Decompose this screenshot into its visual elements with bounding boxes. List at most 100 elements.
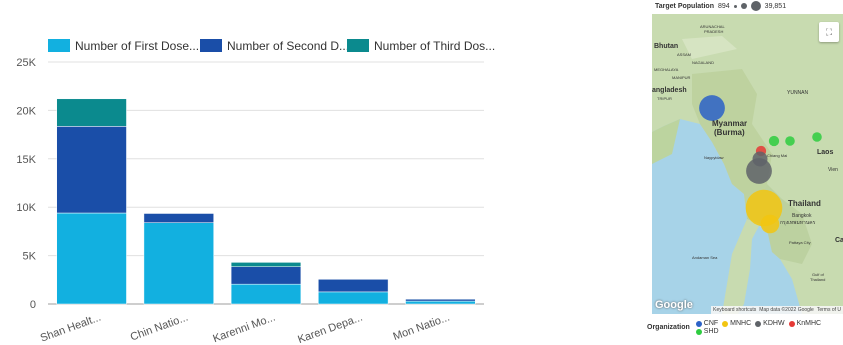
x-tick-label-0: Shan Healt...: [39, 312, 103, 345]
large-dot-icon: [750, 1, 761, 11]
chart-bars: [56, 98, 476, 305]
legend-label-0: Number of First Dose...: [75, 39, 199, 53]
bar-0-series-2[interactable]: [56, 98, 127, 127]
y-tick-label-2: 10K: [16, 202, 36, 214]
map-view[interactable]: Bhutan ARUNACHAL PRADESH ASSAM NAGALAND …: [652, 14, 843, 314]
stacked-bar-chart: Number of First Dose... Number of Second …: [16, 39, 495, 345]
label-gulf-of-thailand: Gulf of Thailand: [810, 272, 825, 282]
medium-dot-icon: [740, 3, 747, 9]
label-nagaland: NAGALAND: [692, 60, 714, 65]
terms-link[interactable]: Terms of U: [816, 307, 841, 313]
bubble-cnf-0[interactable]: [699, 95, 725, 121]
label-assam: ASSAM: [677, 52, 691, 57]
bar-0-series-1[interactable]: [56, 126, 127, 214]
org-legend-label: SHD: [703, 328, 719, 335]
label-yunnan: YUNNAN: [787, 90, 809, 96]
label-chiang-mai: Chiang Mai: [767, 153, 787, 158]
y-axis-ticks: 0 5K 10K 15K 20K 25K: [16, 57, 36, 311]
org-dot-icon: [695, 320, 702, 327]
chart-legend: Number of First Dose... Number of Second …: [48, 39, 495, 53]
bar-3-series-1[interactable]: [318, 279, 389, 293]
bar-chart-panel: Number of First Dose... Number of Second …: [16, 39, 496, 345]
legend-swatch-2: [347, 39, 369, 52]
map-bubbles: [699, 95, 822, 234]
label-manipur: MANIPUR: [672, 75, 691, 80]
label-gulf-line2: Thailand: [810, 277, 825, 282]
org-dot-icon: [755, 320, 762, 327]
label-arunachal-line2: PRADESH: [704, 29, 723, 34]
label-myanmar: Myanmar (Burma): [712, 119, 749, 137]
label-bangladesh: angladesh: [652, 87, 687, 94]
y-tick-label-3: 15K: [16, 154, 36, 166]
organization-label: Organization: [647, 324, 690, 331]
label-gulf-line1: Gulf of: [812, 272, 825, 277]
label-pattaya: Pattaya City: [789, 240, 811, 245]
org-dot-icon: [788, 320, 795, 327]
x-tick-label-1: Chin Natio...: [129, 312, 190, 344]
legend-swatch-1: [200, 39, 222, 52]
label-myanmar-line2: (Burma): [714, 128, 745, 137]
x-tick-label-4: Mon Natio...: [392, 312, 452, 344]
bar-3-series-0[interactable]: [318, 291, 389, 305]
label-laos: Laos: [817, 149, 833, 156]
bar-2-series-2[interactable]: [230, 262, 302, 267]
small-dot-icon: [733, 4, 737, 8]
x-axis-ticks: Shan Healt... Chin Natio... Karenni Mo... K…: [39, 312, 452, 345]
bubble-kdhw-6[interactable]: [746, 158, 772, 184]
organization-legend: Organization CNF MNHC KDHW KnMHC SHD: [647, 320, 836, 335]
map-canvas[interactable]: Bhutan ARUNACHAL PRADESH ASSAM NAGALAND …: [652, 14, 843, 314]
org-legend-item-cnf[interactable]: CNF: [695, 320, 719, 327]
bar-4-series-1[interactable]: [405, 298, 476, 302]
bubble-shd-2[interactable]: [785, 136, 795, 146]
y-tick-label-0: 0: [30, 299, 36, 311]
bar-1-series-1[interactable]: [143, 213, 214, 223]
y-tick-label-4: 20K: [16, 105, 36, 117]
org-dot-icon: [695, 328, 702, 335]
org-legend-item-knmhc[interactable]: KnMHC: [788, 320, 822, 327]
org-legend-item-kdhw[interactable]: KDHW: [755, 320, 785, 327]
bar-1-series-0[interactable]: [143, 222, 214, 305]
org-legend-label: KnMHC: [796, 320, 822, 327]
google-logo: Google: [655, 299, 693, 311]
organization-items: CNF MNHC KDHW KnMHC SHD: [695, 320, 836, 335]
org-legend-label: CNF: [703, 320, 719, 327]
label-bangkok-thai: กรุงเทพมหานคร: [780, 220, 816, 226]
legend-label-1: Number of Second D...: [227, 39, 349, 53]
bar-2-series-1[interactable]: [230, 266, 302, 285]
org-legend-item-shd[interactable]: SHD: [695, 328, 719, 335]
legend-swatch-0: [48, 39, 70, 52]
legend-label-2: Number of Third Dos...: [374, 39, 495, 53]
org-legend-label: MNHC: [730, 320, 752, 327]
target-population-legend: Target Population 894 39,851: [655, 0, 786, 12]
label-meghalaya: MEGHALAYA: [654, 67, 679, 72]
bubble-shd-3[interactable]: [812, 132, 822, 142]
y-tick-label-1: 5K: [23, 251, 37, 263]
northeast-india-region: [682, 36, 737, 59]
label-tripura: TRIPUR: [657, 96, 672, 101]
bar-2-series-0[interactable]: [230, 283, 302, 305]
label-bhutan: Bhutan: [654, 43, 678, 50]
x-tick-label-2: Karenni Mo...: [211, 312, 277, 345]
label-naypyidaw: Naypyidaw: [704, 155, 724, 160]
pop-min-value: 894: [717, 2, 730, 10]
label-andaman-sea: Andaman Sea: [692, 255, 718, 260]
bubble-mnhc-8[interactable]: [760, 214, 780, 234]
bar-4-series-0[interactable]: [405, 300, 476, 305]
label-thailand: Thailand: [788, 199, 821, 208]
map-panel: Target Population 894 39,851 Bhutan ARUN…: [625, 0, 843, 345]
org-legend-item-mnhc[interactable]: MNHC: [722, 320, 751, 327]
keyboard-shortcuts-link[interactable]: Keyboard shortcuts: [713, 307, 757, 313]
bubble-shd-1[interactable]: [768, 135, 780, 147]
map-data-text: Map data ©2022 Google: [759, 307, 814, 313]
label-arunachal: ARUNACHAL PRADESH: [700, 24, 726, 34]
coastal-land: [652, 119, 680, 164]
org-legend-label: KDHW: [763, 320, 785, 327]
label-myanmar-line1: Myanmar: [712, 119, 747, 128]
label-vientiane: Vien: [828, 167, 838, 173]
org-dot-icon: [722, 320, 729, 327]
fullscreen-icon[interactable]: ⛶: [819, 22, 839, 42]
label-bangkok: Bangkok: [792, 213, 812, 219]
bar-0-series-0[interactable]: [56, 212, 127, 305]
target-population-label: Target Population: [655, 2, 714, 10]
y-tick-label-5: 25K: [16, 57, 36, 69]
